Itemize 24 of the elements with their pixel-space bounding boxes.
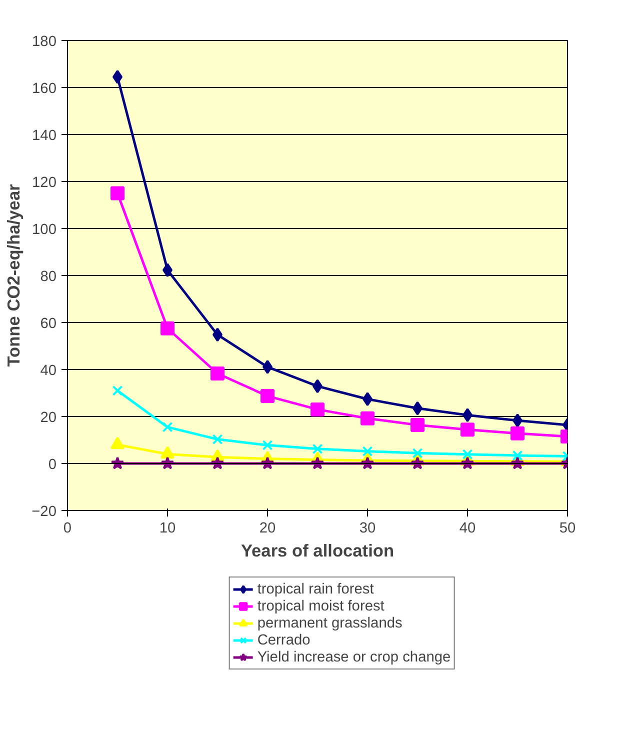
legend-label: Yield increase or crop change: [257, 648, 451, 666]
x-tick-label: 0: [63, 520, 72, 536]
y-tick-label: 40: [40, 363, 57, 379]
y-tick-label: 120: [32, 175, 57, 191]
y-tick-label: 100: [32, 222, 57, 238]
y-tick-label: 80: [40, 269, 57, 285]
y-axis-title: Tonne CO2-eq/ha/year: [4, 184, 24, 367]
legend-label: tropical rain forest: [257, 580, 374, 598]
y-tick-label: 20: [40, 410, 57, 426]
x-tick-label: 30: [359, 520, 376, 536]
legend-label: tropical moist forest: [257, 598, 384, 614]
y-tick-label: 60: [40, 316, 57, 332]
y-tick-label: 180: [32, 34, 57, 50]
y-tick-label: 140: [32, 128, 57, 144]
legend-label: permanent grasslands: [257, 614, 402, 632]
x-tick-label: 10: [159, 520, 176, 536]
y-tick-label: 160: [32, 81, 57, 97]
x-tick-label: 40: [459, 520, 476, 536]
x-tick-label: 20: [259, 520, 276, 536]
x-tick-label: 50: [559, 520, 576, 536]
y-tick-label: −20: [32, 504, 57, 520]
x-axis-title: Years of allocation: [240, 540, 394, 560]
y-tick-label: 0: [48, 457, 57, 473]
legend-label: Cerrado: [257, 632, 310, 648]
